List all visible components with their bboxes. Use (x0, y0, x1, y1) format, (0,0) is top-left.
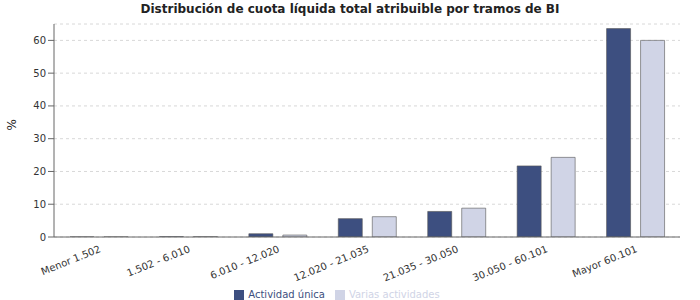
svg-text:60: 60 (33, 35, 46, 46)
html-text:Actividad única: Actividad única (248, 289, 325, 300)
html-text:Varias actividades: Varias actividades (348, 289, 440, 300)
svg-text:20: 20 (33, 166, 46, 177)
svg-text:50: 50 (33, 68, 46, 79)
svg-text:12.020 - 21.035: 12.020 - 21.035 (292, 243, 370, 283)
html-text:Distribución de cuota líquida: Distribución de cuota líquida total atri… (140, 2, 560, 16)
svg-text:30.050 - 60.101: 30.050 - 60.101 (471, 243, 549, 283)
svg-text:30: 30 (33, 133, 46, 144)
svg-text:1.502 - 6.010: 1.502 - 6.010 (125, 243, 191, 278)
svg-text:40: 40 (33, 100, 46, 111)
svg-text:6.010 - 12.020: 6.010 - 12.020 (209, 243, 281, 281)
svg-text:Menor 1.502: Menor 1.502 (39, 243, 102, 277)
svg-text:%: % (5, 119, 19, 130)
svg-text:Mayor 60.101: Mayor 60.101 (571, 243, 639, 279)
svg-text:10: 10 (33, 199, 46, 210)
svg-text:21.035 - 30.050: 21.035 - 30.050 (382, 243, 460, 283)
svg-text:0: 0 (40, 232, 46, 243)
